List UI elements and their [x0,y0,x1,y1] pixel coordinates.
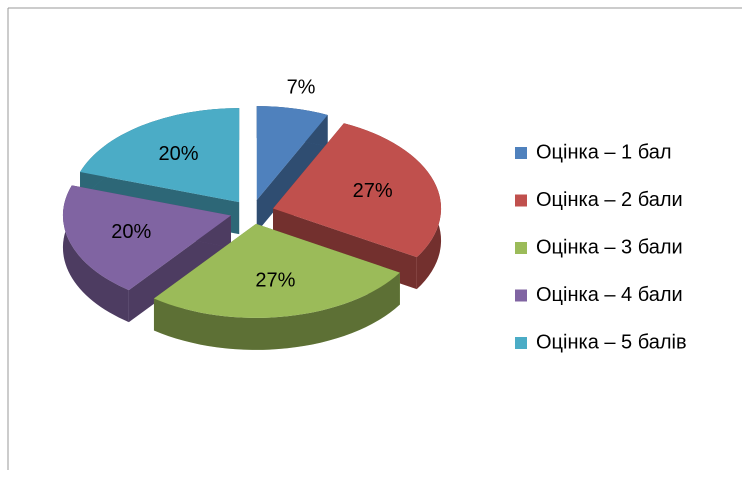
legend-swatch [515,289,527,302]
slice-side [62,185,129,323]
legend-label: Оцінка – 4 бали [536,284,683,306]
data-label: 20% [111,221,151,243]
slice [62,185,231,291]
slice-side-shade [153,272,400,350]
legend-label: Оцінка – 3 бали [536,236,683,258]
slice [256,106,328,201]
slice-side-shade [62,185,129,323]
legend-label: Оцінка – 2 бали [536,189,683,211]
slice-side [153,272,400,350]
slice [80,108,240,203]
legend-label: Оцінка – 5 балів [536,331,687,353]
data-label: 27% [255,269,295,291]
slice [273,123,442,258]
data-label: 7% [287,76,316,98]
slice-side-shade [256,114,328,233]
legend-label: Оцінка – 1 бал [536,141,672,163]
legend-swatch [515,147,527,159]
slice-side [256,114,328,233]
legend-swatch [515,194,527,207]
slice [153,223,400,318]
legend-swatch [515,337,527,349]
data-label: 20% [158,143,198,165]
legend-swatch [515,242,527,254]
data-label: 27% [353,180,393,202]
